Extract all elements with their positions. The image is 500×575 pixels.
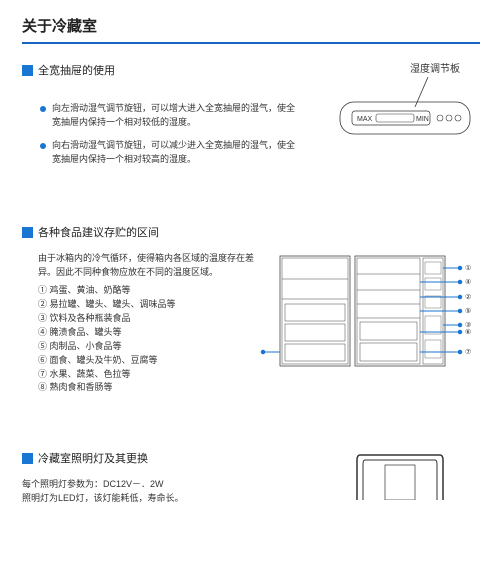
bullet2-text: 向右滑动湿气调节旋钮，可以减少进入全宽抽屉的湿气，使全宽抽屉内保持一个相对较高的…: [52, 139, 300, 166]
svg-text:⑤: ⑤: [465, 307, 471, 315]
svg-text:⑥: ⑥: [465, 328, 471, 336]
humidity-panel-illustration: MAX MIN: [330, 77, 480, 137]
svg-text:④: ④: [465, 278, 471, 286]
svg-text:③: ③: [465, 321, 471, 329]
section-food-zones: 各种食品建议存贮的区间 由于冰箱内的冷气循环，使得箱内各区域的温度存在差异。因此…: [22, 224, 480, 395]
square-icon: [22, 453, 33, 464]
humidity-panel: 湿度调节板 MAX MIN: [330, 60, 480, 137]
bullet-icon: [40, 106, 46, 112]
min-label: MIN: [416, 116, 429, 123]
list-item: ⑧ 熟肉食和香肠等: [38, 381, 480, 395]
bullet-row: 向左滑动湿气调节旋钮，可以增大进入全宽抽屉的湿气，使全宽抽屉内保持一个相对较低的…: [40, 102, 300, 129]
bullet-row: 向右滑动湿气调节旋钮，可以减少进入全宽抽屉的湿气，使全宽抽屉内保持一个相对较高的…: [40, 139, 300, 166]
fridge-diagram: ① ④ ② ⑤ ③ ⑥ ⑦ ⑧: [260, 246, 485, 376]
svg-text:⑦: ⑦: [465, 348, 471, 356]
bullet-icon: [40, 143, 46, 149]
square-icon: [22, 65, 33, 76]
square-icon: [22, 227, 33, 238]
section1-title: 全宽抽屉的使用: [38, 62, 115, 78]
svg-text:①: ①: [465, 264, 471, 272]
section2-title: 各种食品建议存贮的区间: [38, 224, 159, 240]
humidity-label: 湿度调节板: [330, 60, 480, 75]
page-title: 关于冷藏室: [22, 15, 480, 44]
section-drawer-usage: 全宽抽屉的使用 向左滑动湿气调节旋钮，可以增大进入全宽抽屉的湿气，使全宽抽屉内保…: [22, 62, 480, 166]
bullet1-text: 向左滑动湿气调节旋钮，可以增大进入全宽抽屉的湿气，使全宽抽屉内保持一个相对较低的…: [52, 102, 300, 129]
section2-intro: 由于冰箱内的冷气循环，使得箱内各区域的温度存在差异。因此不同种食物应放在不同的温…: [38, 252, 268, 280]
max-label: MAX: [357, 116, 373, 123]
svg-text:②: ②: [465, 293, 471, 301]
light-illustration: [345, 450, 455, 500]
section2-header: 各种食品建议存贮的区间: [22, 224, 480, 240]
section3-title: 冷藏室照明灯及其更换: [38, 450, 148, 466]
section-light: 冷藏室照明灯及其更换 每个照明灯参数为：DC12V－．2W 照明灯为LED灯，该…: [22, 450, 480, 506]
